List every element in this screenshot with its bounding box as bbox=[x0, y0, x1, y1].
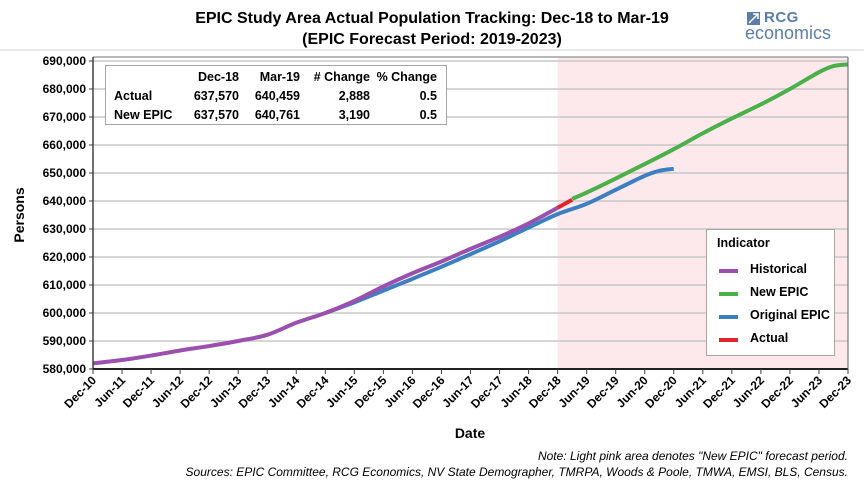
legend-swatch bbox=[719, 292, 738, 296]
series-lines bbox=[92, 62, 849, 366]
x-tick-label: Dec-23 bbox=[816, 373, 854, 411]
chart-legend: Indicator Historical New EPIC Original E… bbox=[706, 229, 835, 356]
series-line-new-epic bbox=[571, 62, 849, 201]
y-tick-labels: 580,000 590,000 600,000 610,000 620,000 630,0… bbox=[43, 54, 87, 376]
y-tick-label: 680,000 bbox=[43, 82, 87, 96]
y-tick-label: 690,000 bbox=[43, 54, 87, 68]
arrow-chart-icon bbox=[747, 12, 760, 25]
summary-cell: 0.5 bbox=[419, 107, 437, 122]
y-tick-label: 670,000 bbox=[43, 110, 87, 124]
x-tick-label: Dec-13 bbox=[236, 373, 274, 411]
x-tick-label: Dec-12 bbox=[178, 373, 216, 411]
y-tick-label: 650,000 bbox=[43, 166, 87, 180]
x-tick-label: Dec-20 bbox=[642, 373, 680, 411]
chart-subtitle: (EPIC Forecast Period: 2019-2023) bbox=[302, 31, 562, 48]
summary-row-actual: Actual 637,570 640,459 2,888 0.5 bbox=[114, 86, 437, 105]
x-tick-label: Dec-14 bbox=[294, 373, 332, 411]
summary-header-cell: # Change bbox=[313, 69, 370, 84]
y-tick-label: 590,000 bbox=[43, 334, 87, 348]
x-tick-label: Dec-19 bbox=[584, 373, 622, 411]
summary-header-cell: % Change bbox=[376, 69, 437, 84]
summary-row-new-epic: New EPIC 637,570 640,761 3,190 0.5 bbox=[114, 105, 437, 124]
summary-cell: 637,570 bbox=[193, 88, 239, 103]
summary-cell: 3,190 bbox=[338, 107, 370, 122]
x-axis-title: Date bbox=[455, 425, 486, 441]
x-tick-label: Dec-17 bbox=[468, 373, 506, 411]
chart-title: EPIC Study Area Actual Population Tracki… bbox=[195, 10, 669, 27]
x-tick-label: Dec-11 bbox=[120, 373, 157, 410]
rcg-economics-logo: RCG economics bbox=[745, 9, 845, 48]
summary-header-cell: Mar-19 bbox=[259, 69, 300, 84]
x-tick-label: Dec-18 bbox=[526, 373, 564, 411]
series-line-historical bbox=[92, 206, 559, 366]
chart-title-block: EPIC Study Area Actual Population Tracki… bbox=[0, 8, 864, 50]
note-sources: Sources: EPIC Committee, RCG Economics, … bbox=[185, 465, 848, 479]
legend-swatch bbox=[719, 315, 738, 319]
y-tick-label: 600,000 bbox=[43, 306, 87, 320]
x-tick-label: Dec-16 bbox=[410, 373, 448, 411]
summary-header-row: Dec-18 Mar-19 # Change % Change bbox=[114, 67, 437, 86]
y-tick-label: 580,000 bbox=[43, 362, 87, 376]
summary-cell: 637,570 bbox=[193, 107, 239, 122]
y-tick-label: 620,000 bbox=[43, 250, 87, 264]
summary-cell: 0.5 bbox=[419, 88, 437, 103]
legend-swatch bbox=[719, 338, 738, 342]
note-shading: Note: Light pink area denotes "New EPIC"… bbox=[537, 449, 848, 463]
y-tick-label: 610,000 bbox=[43, 278, 87, 292]
x-tick-label: Dec-15 bbox=[352, 373, 390, 411]
summary-cell: New EPIC bbox=[114, 107, 173, 122]
legend-title: Indicator bbox=[717, 236, 770, 250]
y-tick-label: 630,000 bbox=[43, 222, 87, 236]
x-tick-label: Dec-10 bbox=[61, 373, 99, 411]
summary-header-cell: Dec-18 bbox=[198, 69, 239, 84]
legend-label: Original EPIC bbox=[750, 308, 830, 322]
legend-label: Actual bbox=[750, 331, 789, 345]
summary-cell: 640,761 bbox=[254, 107, 300, 122]
summary-cell: 2,888 bbox=[338, 88, 370, 103]
logo-tagline: economics bbox=[745, 23, 832, 43]
x-tick-label: Dec-22 bbox=[758, 373, 796, 411]
chart-notes: Note: Light pink area denotes "New EPIC"… bbox=[186, 448, 848, 480]
summary-cell: 640,459 bbox=[254, 88, 300, 103]
summary-table: Dec-18 Mar-19 # Change % Change Actual 6… bbox=[105, 65, 447, 125]
summary-header-cell bbox=[114, 67, 184, 86]
legend-label: Historical bbox=[750, 262, 807, 276]
y-axis-title: Persons bbox=[11, 187, 27, 242]
logo-brand: RCG bbox=[764, 9, 799, 26]
series-line-original-epic bbox=[324, 166, 675, 315]
series-line-actual bbox=[556, 197, 574, 210]
x-tick-label: Dec-21 bbox=[700, 373, 738, 411]
x-tick-labels: Dec-10Jun-11Dec-11Jun-12Dec-12Jun-13Dec-… bbox=[61, 369, 854, 411]
legend-swatch bbox=[719, 269, 738, 273]
y-tick-label: 660,000 bbox=[43, 138, 87, 152]
y-tick-label: 640,000 bbox=[43, 194, 87, 208]
summary-cell: Actual bbox=[114, 88, 153, 103]
legend-label: New EPIC bbox=[750, 285, 809, 299]
